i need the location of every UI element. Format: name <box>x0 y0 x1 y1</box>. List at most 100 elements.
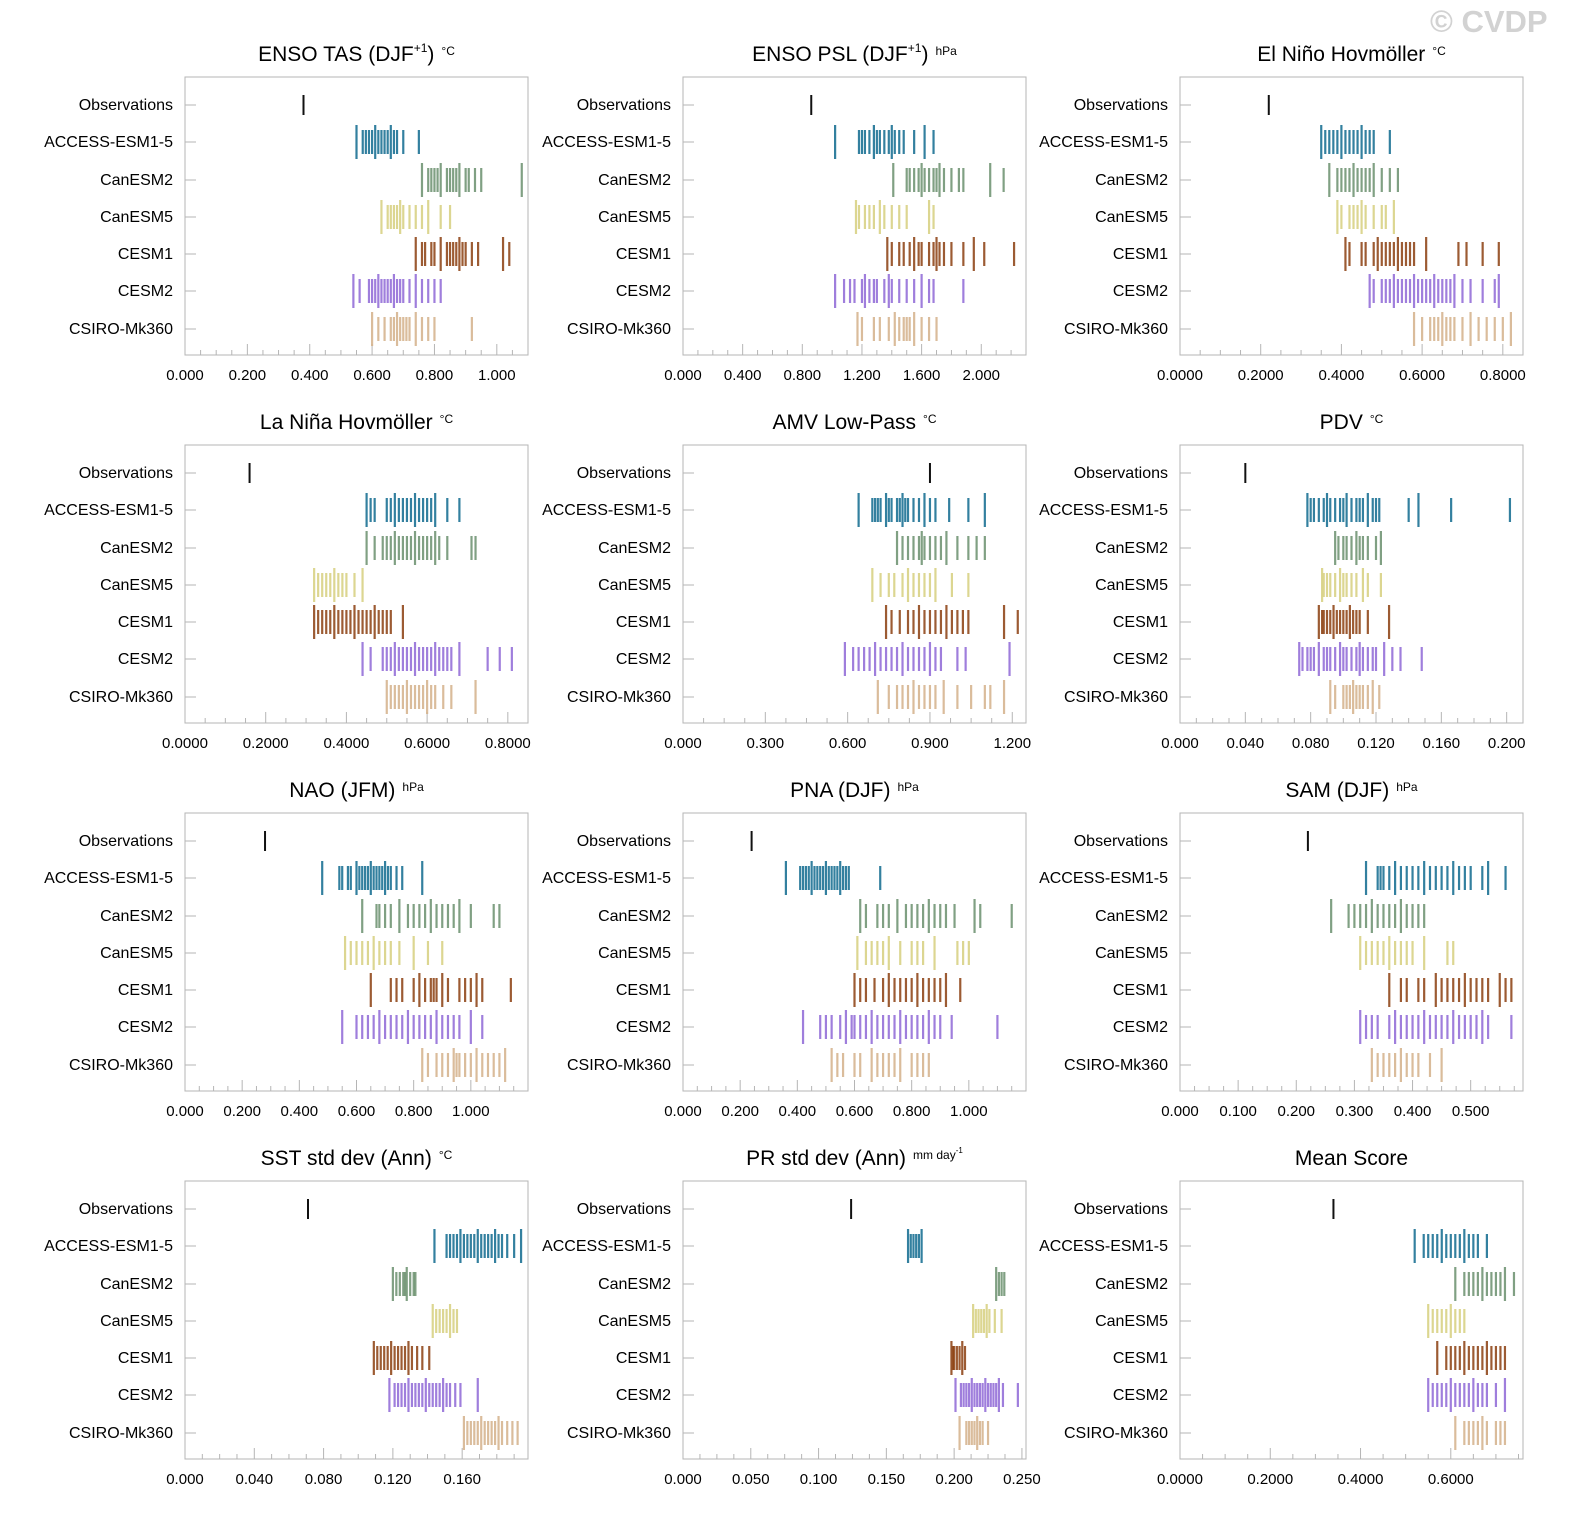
panel-1-xticklabel-5: 1.000 <box>478 367 516 384</box>
panel-1-ylabel-canesm2: CanESM2 <box>100 172 173 189</box>
panel-11-ylabel-observations: Observations <box>577 1201 671 1218</box>
panel-11-ylabel-cesm1: CESM1 <box>616 1350 671 1367</box>
panel-12: Mean Score Observations ACCESS-ESM1-5 CanES… <box>1039 1147 1524 1488</box>
panel-6: PDV °C Observations ACCESS-ESM1-5 CanESM2 Can… <box>1039 411 1525 752</box>
panel-9-ylabel-canesm2: CanESM2 <box>1095 908 1168 925</box>
panel-8-ylabel-cesm1: CESM1 <box>616 982 671 999</box>
panel-2-ylabel-canesm5: CanESM5 <box>598 209 671 226</box>
panel-11-frame <box>682 1180 1027 1460</box>
panel-10-title-text: SST std dev (Ann) <box>261 1147 432 1170</box>
panel-10-xticklabel-0: 0.000 <box>166 1471 204 1488</box>
panel-6-ylabel-cesm2: CESM2 <box>1113 651 1168 668</box>
panel-1-title-superscript: +1 <box>414 41 428 55</box>
panel-12-ylabel-csiro-mk360: CSIRO-Mk360 <box>1064 1425 1168 1442</box>
panel-10-title: SST std dev (Ann) °C <box>261 1147 453 1170</box>
panel-1-title-text: ENSO TAS (DJF <box>258 43 414 66</box>
panel-8-ylabel-csiro-mk360: CSIRO-Mk360 <box>567 1057 671 1074</box>
panel-11-ylabel-cesm2: CESM2 <box>616 1387 671 1404</box>
panel-6-xticklabel-0: 0.000 <box>1161 735 1199 752</box>
panel-8-title-text: PNA (DJF) <box>790 779 890 802</box>
panel-6-ylabel-canesm2: CanESM2 <box>1095 540 1168 557</box>
panel-9-ylabel-observations: Observations <box>1074 833 1168 850</box>
panel-5-ylabel-cesm1: CESM1 <box>616 614 671 631</box>
panel-8-title: PNA (DJF) hPa <box>790 779 919 802</box>
panel-4-xticklabel-1: 0.2000 <box>243 735 289 752</box>
panel-10-unit: °C <box>439 1148 453 1162</box>
panel-7-ylabel-canesm5: CanESM5 <box>100 945 173 962</box>
panel-6-title: PDV °C <box>1320 411 1384 434</box>
panel-3-frame <box>1179 76 1524 356</box>
panel-11-ylabel-csiro-mk360: CSIRO-Mk360 <box>567 1425 671 1442</box>
panel-2-title: ENSO PSL (DJF+1) hPa <box>752 41 957 66</box>
panel-4-ylabel-cesm2: CESM2 <box>118 651 173 668</box>
panel-2-xticklabel-2: 0.800 <box>784 367 822 384</box>
panel-1-ylabel-canesm5: CanESM5 <box>100 209 173 226</box>
panel-8-xticklabel-0: 0.000 <box>664 1103 702 1120</box>
panel-2-title-superscript: +1 <box>908 41 922 55</box>
panel-1-frame <box>184 76 529 356</box>
panel-7-xticklabel-1: 0.200 <box>223 1103 261 1120</box>
panel-11-ylabel-canesm5: CanESM5 <box>598 1313 671 1330</box>
panel-5-ylabel-csiro-mk360: CSIRO-Mk360 <box>567 689 671 706</box>
panel-1-ylabel-access-esm1-5: ACCESS-ESM1-5 <box>44 134 173 151</box>
panel-8-unit: hPa <box>897 780 919 794</box>
panel-8-xticklabel-5: 1.000 <box>950 1103 988 1120</box>
panel-9-xticklabel-1: 0.100 <box>1219 1103 1257 1120</box>
panel-7-xticklabel-4: 0.800 <box>395 1103 433 1120</box>
panel-3-ylabel-observations: Observations <box>1074 97 1168 114</box>
panel-4-ylabel-cesm1: CESM1 <box>118 614 173 631</box>
panel-10-ylabel-access-esm1-5: ACCESS-ESM1-5 <box>44 1238 173 1255</box>
panel-5-xticklabel-3: 0.900 <box>911 735 949 752</box>
panel-5-xticklabel-4: 1.200 <box>994 735 1032 752</box>
panel-1-xticklabel-2: 0.400 <box>291 367 329 384</box>
panel-12-xticklabel-2: 0.4000 <box>1338 1471 1384 1488</box>
panel-12-ylabel-cesm1: CESM1 <box>1113 1350 1168 1367</box>
panel-11-title: PR std dev (Ann) mm day-1 <box>746 1146 963 1170</box>
panel-2-ylabel-canesm2: CanESM2 <box>598 172 671 189</box>
panel-6-unit: °C <box>1370 412 1384 426</box>
panel-6-ylabel-csiro-mk360: CSIRO-Mk360 <box>1064 689 1168 706</box>
panel-2-ylabel-cesm1: CESM1 <box>616 246 671 263</box>
panel-4-frame <box>184 444 529 724</box>
panel-12-title-text: Mean Score <box>1295 1147 1408 1170</box>
panel-11-xticklabel-2: 0.100 <box>800 1471 838 1488</box>
panel-8-ylabel-canesm5: CanESM5 <box>598 945 671 962</box>
panel-6-ylabel-access-esm1-5: ACCESS-ESM1-5 <box>1039 502 1168 519</box>
panel-8-xticklabel-1: 0.200 <box>721 1103 759 1120</box>
panel-8-xticklabel-2: 0.400 <box>779 1103 817 1120</box>
panel-5-xticklabel-1: 0.300 <box>747 735 785 752</box>
panel-10-ylabel-csiro-mk360: CSIRO-Mk360 <box>69 1425 173 1442</box>
panel-7-ylabel-csiro-mk360: CSIRO-Mk360 <box>69 1057 173 1074</box>
panel-11-xticklabel-0: 0.000 <box>664 1471 702 1488</box>
panel-5-ylabel-cesm2: CESM2 <box>616 651 671 668</box>
panel-4-title: La Niña Hovmöller °C <box>260 411 454 434</box>
panel-11-ylabel-access-esm1-5: ACCESS-ESM1-5 <box>542 1238 671 1255</box>
panel-4-ylabel-canesm2: CanESM2 <box>100 540 173 557</box>
panel-1-title-end: ) <box>427 43 434 66</box>
cvdp-watermark: © CVDP <box>1430 4 1548 39</box>
panel-3-title: El Niño Hovmöller °C <box>1257 43 1446 66</box>
panel-4-ylabel-access-esm1-5: ACCESS-ESM1-5 <box>44 502 173 519</box>
panel-2-ylabel-access-esm1-5: ACCESS-ESM1-5 <box>542 134 671 151</box>
panel-1-xticklabel-4: 0.800 <box>416 367 454 384</box>
panel-6-ylabel-canesm5: CanESM5 <box>1095 577 1168 594</box>
panel-4-ylabel-csiro-mk360: CSIRO-Mk360 <box>69 689 173 706</box>
panel-9-ylabel-csiro-mk360: CSIRO-Mk360 <box>1064 1057 1168 1074</box>
panel-3-ylabel-cesm2: CESM2 <box>1113 283 1168 300</box>
panel-4-xticklabel-3: 0.6000 <box>404 735 450 752</box>
panel-7-ylabel-cesm1: CESM1 <box>118 982 173 999</box>
panel-3-ylabel-canesm2: CanESM2 <box>1095 172 1168 189</box>
panel-2: ENSO PSL (DJF+1) hPa Observations ACCESS-ES… <box>542 41 1027 384</box>
panel-9-xticklabel-4: 0.400 <box>1394 1103 1432 1120</box>
panel-7-xticklabel-3: 0.600 <box>338 1103 376 1120</box>
panel-7-unit: hPa <box>402 780 424 794</box>
panel-6-xticklabel-3: 0.120 <box>1357 735 1395 752</box>
panel-6-ylabel-observations: Observations <box>1074 465 1168 482</box>
panel-3-xticklabel-0: 0.0000 <box>1157 367 1203 384</box>
panel-3-ylabel-cesm1: CESM1 <box>1113 246 1168 263</box>
panel-7-xticklabel-2: 0.400 <box>281 1103 319 1120</box>
panel-10: SST std dev (Ann) °C Observations ACCESS-ES… <box>44 1147 529 1488</box>
panel-1-xticklabel-1: 0.200 <box>229 367 267 384</box>
panel-4-xticklabel-4: 0.8000 <box>485 735 531 752</box>
panel-2-xticklabel-3: 1.200 <box>843 367 881 384</box>
